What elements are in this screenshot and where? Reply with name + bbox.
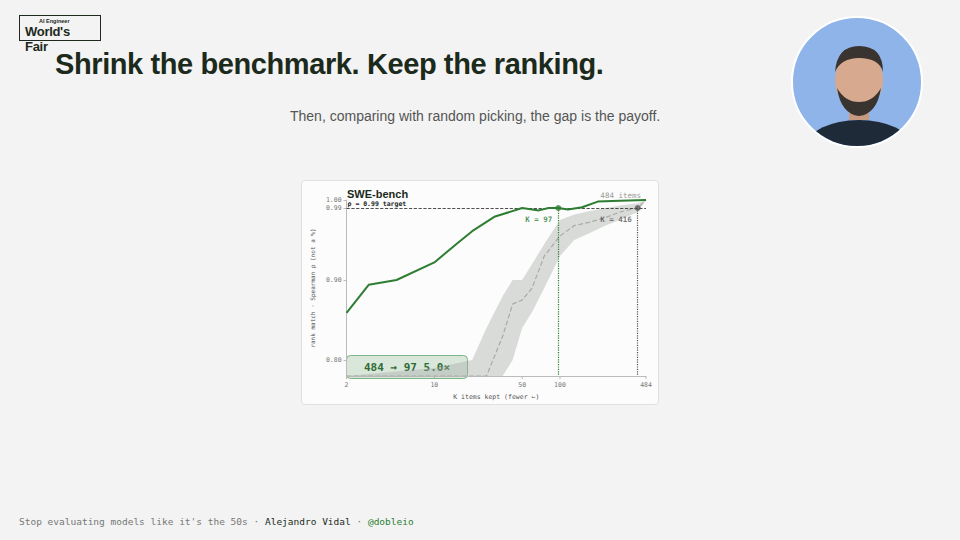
svg-text:0.90: 0.90 xyxy=(326,276,342,284)
html-text:Then, comparing with random pi: Then, comparing with random picking, the… xyxy=(290,108,661,124)
svg-text:SWE-bench: SWE-bench xyxy=(347,188,408,200)
svg-text:100: 100 xyxy=(554,381,566,389)
svg-text:1.00: 1.00 xyxy=(326,196,342,204)
html-text:Shrink the benchmark. Keep the: Shrink the benchmark. Keep the ranking. xyxy=(55,48,604,80)
svg-text:484 items: 484 items xyxy=(600,191,641,200)
html-text:AI Engineer: AI Engineer xyxy=(39,18,70,24)
html-text:Stop evaluating models like it: Stop evaluating models like it's the 50s… xyxy=(19,516,414,527)
svg-text:484 → 97 5.0×: 484 → 97 5.0× xyxy=(364,360,450,374)
svg-text:50: 50 xyxy=(518,381,526,389)
svg-text:K items kept (fewer ←): K items kept (fewer ←) xyxy=(453,393,539,401)
svg-text:rank match · Spearman ρ (not a: rank match · Spearman ρ (not a %) xyxy=(309,228,317,347)
svg-text:0.99: 0.99 xyxy=(326,204,342,212)
svg-text:484: 484 xyxy=(640,381,652,389)
svg-text:ρ = 0.99 target: ρ = 0.99 target xyxy=(348,200,407,208)
html-text:World's Fair: World's Fair xyxy=(25,24,70,54)
svg-text:K = 416: K = 416 xyxy=(600,215,632,224)
svg-text:K = 97: K = 97 xyxy=(525,215,552,224)
svg-text:2: 2 xyxy=(345,381,349,389)
svg-text:10: 10 xyxy=(430,381,438,389)
svg-text:0.80: 0.80 xyxy=(326,356,342,364)
